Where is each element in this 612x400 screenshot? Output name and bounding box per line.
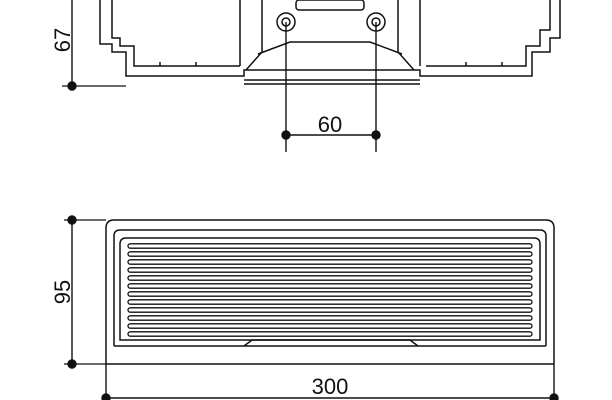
dimension-300 xyxy=(101,364,559,400)
dimension-arrow-dot xyxy=(67,215,77,225)
grille-slat xyxy=(127,331,533,337)
grille-slats xyxy=(127,243,533,337)
dimension-arrow-dot xyxy=(549,393,559,400)
front-view-inner-frame xyxy=(113,229,547,346)
grille-slat xyxy=(127,299,533,305)
dimension-label-67: 67 xyxy=(50,28,75,52)
grille-housing xyxy=(119,237,541,341)
dimension-67 xyxy=(62,0,126,91)
grille-slat xyxy=(127,323,533,329)
side-view-bridge xyxy=(257,41,403,55)
grille-slat xyxy=(127,251,533,257)
grille-slat xyxy=(127,275,533,281)
side-view-central-window xyxy=(295,0,365,11)
grille-slat xyxy=(127,283,533,289)
dimension-label-60: 60 xyxy=(318,112,342,137)
side-view-inner-right xyxy=(426,0,551,67)
dimension-arrow-dot xyxy=(101,393,111,400)
dimension-arrow-dot xyxy=(67,359,77,369)
grille-slat xyxy=(127,315,533,321)
grille-slat xyxy=(127,267,533,273)
dimension-label-95: 95 xyxy=(50,280,75,304)
dimension-95 xyxy=(64,215,106,369)
dimension-arrow-dot xyxy=(371,130,381,140)
drain-lip xyxy=(243,339,419,347)
grille-slat xyxy=(127,307,533,313)
side-view xyxy=(99,0,561,85)
side-view-inner-left xyxy=(111,0,240,67)
dimension-label-300: 300 xyxy=(312,374,349,399)
front-view xyxy=(105,219,555,365)
side-view-outline xyxy=(99,0,561,77)
dimension-arrow-dot xyxy=(67,81,77,91)
grille-slat xyxy=(127,291,533,297)
grille-slat xyxy=(127,259,533,265)
front-view-outer-frame xyxy=(105,219,555,364)
dimension-60 xyxy=(281,22,381,152)
grille-slat xyxy=(127,243,533,249)
dimension-arrow-dot xyxy=(281,130,291,140)
